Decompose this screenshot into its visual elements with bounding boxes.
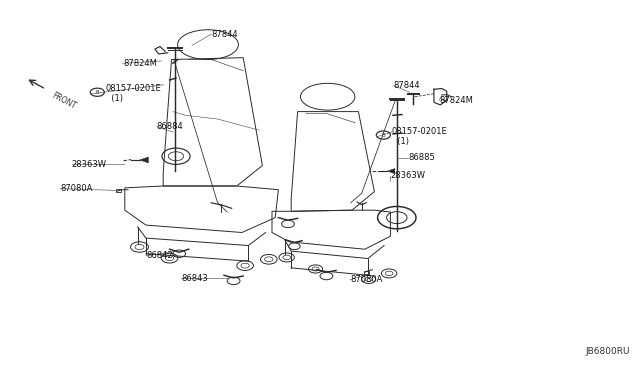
Text: JB6800RU: JB6800RU [586,347,630,356]
Text: 87844: 87844 [394,81,420,90]
Text: 87824M: 87824M [439,96,473,105]
Bar [116,189,121,192]
Text: 87824M: 87824M [123,59,157,68]
Text: 28363W: 28363W [390,171,426,180]
Text: 87080A: 87080A [60,184,93,193]
Text: 86885: 86885 [408,153,435,162]
Text: 86843: 86843 [181,274,208,283]
Text: B: B [95,90,99,95]
Text: 86842: 86842 [146,251,173,260]
Text: 86884: 86884 [157,122,184,131]
Text: 87080A: 87080A [350,275,383,284]
Bar [364,271,369,274]
Text: 87844: 87844 [211,30,238,39]
Polygon shape [387,169,395,174]
Text: 08157-0201E
  (1): 08157-0201E (1) [106,84,161,103]
Text: B: B [381,132,385,138]
Text: 28363W: 28363W [72,160,107,169]
Polygon shape [140,157,148,163]
Text: 08157-0201E
  (1): 08157-0201E (1) [392,127,447,146]
Text: FRONT: FRONT [50,91,77,111]
